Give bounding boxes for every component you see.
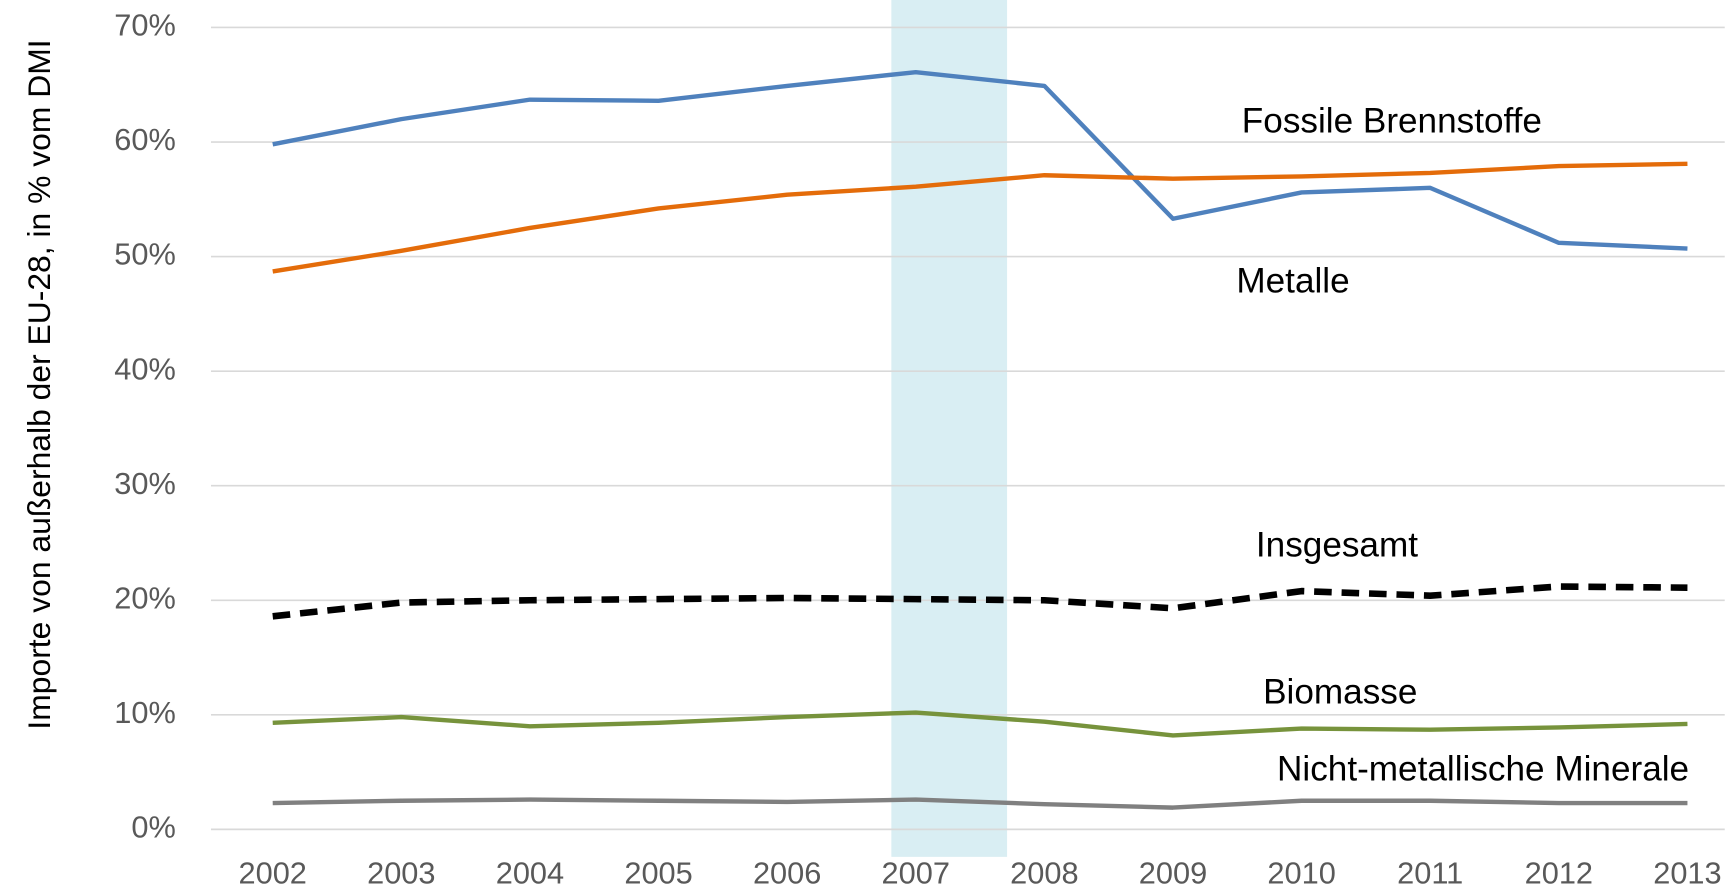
highlight-band (891, 0, 1008, 857)
series-line (272, 161, 1688, 274)
series-label: Insgesamt (1256, 525, 1418, 564)
series-label: Fossile Brennstoffe (1242, 101, 1542, 140)
y-tick-label: 40% (114, 351, 176, 386)
x-tick-label: 2008 (1010, 856, 1078, 891)
x-tick-label: 2002 (239, 856, 307, 891)
x-tick-label: 2012 (1525, 856, 1593, 891)
series-label: Metalle (1236, 262, 1349, 301)
x-tick-label: 2003 (367, 856, 435, 891)
y-tick-label: 0% (131, 810, 175, 845)
y-tick-label: 70% (114, 8, 176, 43)
x-tick-label: 2005 (624, 856, 692, 891)
series-label: Biomasse (1263, 673, 1417, 712)
x-tick-label: 2007 (882, 856, 950, 891)
series-line (272, 583, 1688, 620)
series-line (272, 710, 1688, 738)
y-tick-label: 10% (114, 695, 176, 730)
x-tick-label: 2004 (496, 856, 564, 891)
x-tick-label: 2011 (1397, 856, 1463, 891)
y-tick-label: 20% (114, 580, 176, 615)
x-tick-label: 2006 (753, 856, 821, 891)
series-label: Nicht-metallische Minerale (1277, 749, 1689, 788)
y-tick-label: 60% (114, 122, 176, 157)
series-line (272, 797, 1688, 810)
x-tick-label: 2009 (1139, 856, 1207, 891)
y-tick-label: 30% (114, 466, 176, 501)
y-axis-label: Importe von außerhalb der EU-28, in % vo… (21, 39, 57, 729)
x-tick-label: 2013 (1653, 856, 1721, 891)
series-line (272, 69, 1688, 251)
y-tick-label: 50% (114, 237, 176, 272)
x-tick-label: 2010 (1267, 856, 1335, 891)
